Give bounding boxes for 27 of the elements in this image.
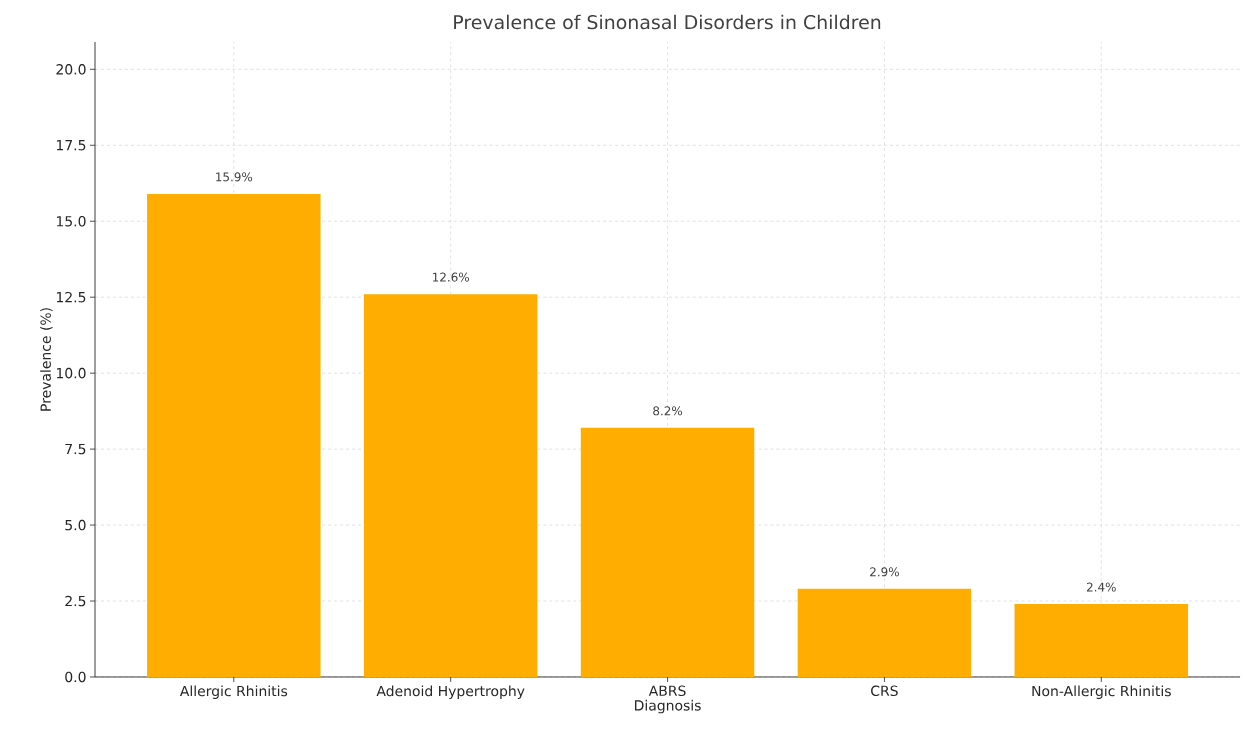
y-tick-label: 12.5: [56, 291, 86, 303]
data-label: 2.4%: [1086, 582, 1116, 592]
y-tick-label: 7.5: [65, 443, 86, 455]
x-tick-label: CRS: [871, 685, 898, 697]
y-tick-label: 10.0: [56, 367, 86, 379]
y-tick-label: 2.5: [65, 595, 86, 607]
chart-title: Prevalence of Sinonasal Disorders in Children: [454, 14, 881, 30]
x-tick-label: ABRS: [648, 685, 686, 697]
x-tick-label: Non-Allergic Rhinitis: [1032, 685, 1171, 700]
data-label: 12.6%: [433, 272, 469, 282]
x-tick-label: Adenoid Hypertrophy: [376, 685, 525, 700]
y-axis-title: Prevalence (%): [40, 308, 53, 411]
data-label: 8.2%: [653, 406, 683, 416]
y-tick-label: 17.5: [56, 140, 86, 151]
bar: [797, 588, 972, 677]
x-axis-title: Diagnosis: [635, 699, 701, 714]
data-label: 15.9%: [216, 172, 253, 182]
bar: [363, 294, 538, 677]
y-tick-label: 5.0: [65, 519, 86, 531]
bar: [147, 193, 321, 677]
bar: [1014, 604, 1189, 677]
bar: [580, 427, 755, 677]
y-tick-label: 20.0: [56, 64, 86, 75]
data-label: 2.9%: [870, 567, 899, 577]
x-tick-label: Allergic Rhinitis: [179, 685, 288, 700]
y-tick-label: 0.0: [65, 671, 86, 683]
y-tick-label: 15.0: [56, 215, 86, 227]
